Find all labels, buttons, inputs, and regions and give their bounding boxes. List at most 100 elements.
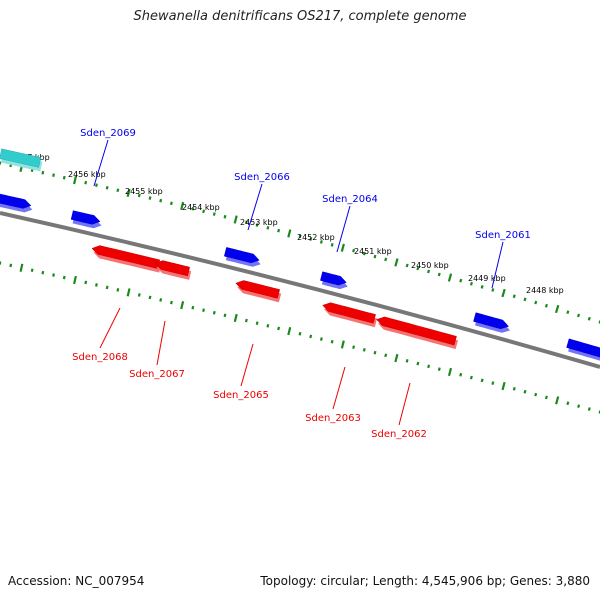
inner-minor-tick: [137, 293, 141, 297]
outer-minor-tick: [534, 300, 538, 305]
outer-minor-tick: [416, 266, 420, 271]
inner-minor-tick: [330, 339, 334, 344]
inner-minor-tick: [523, 389, 527, 394]
gene-feature[interactable]: [566, 338, 600, 362]
outer-minor-tick: [202, 209, 206, 214]
inner-minor-tick: [544, 395, 548, 400]
gene-label: Sden_2065: [213, 390, 269, 401]
inner-minor-tick: [41, 270, 45, 275]
outer-minor-tick: [523, 297, 527, 302]
outer-major-tick: [180, 201, 185, 211]
inner-major-tick: [501, 381, 506, 391]
inner-major-tick: [340, 340, 345, 349]
inner-major-tick: [287, 326, 292, 336]
gene-label-leader-line: [398, 382, 411, 426]
inner-major-tick: [394, 353, 399, 363]
outer-minor-tick: [62, 175, 66, 180]
outer-minor-tick: [319, 240, 323, 244]
inner-major-tick: [126, 288, 131, 297]
outer-minor-tick: [277, 228, 281, 233]
inner-minor-tick: [534, 392, 538, 397]
gene-sden-2066[interactable]: [223, 247, 261, 267]
outer-major-tick: [287, 229, 292, 238]
gene-feature[interactable]: [0, 148, 43, 172]
outer-minor-tick: [95, 183, 98, 187]
outer-minor-tick: [137, 193, 141, 198]
accession-text: Accession: NC_007954: [8, 574, 145, 588]
outer-tick-track: [0, 161, 600, 324]
inner-minor-tick: [373, 350, 377, 355]
inner-minor-tick: [416, 361, 420, 366]
inner-minor-tick: [212, 310, 216, 315]
outer-minor-tick: [255, 223, 259, 227]
inner-major-tick: [73, 275, 77, 285]
outer-minor-tick: [491, 288, 495, 292]
kbp-tick-label: 2455 kbp: [125, 187, 163, 196]
gene-label: Sden_2066: [234, 172, 290, 183]
inner-minor-tick: [116, 288, 120, 292]
outer-minor-tick: [480, 284, 484, 289]
gene-label: Sden_2061: [475, 230, 531, 241]
inner-minor-tick: [384, 353, 388, 358]
outer-minor-tick: [223, 214, 227, 219]
gene-label-leader-line: [99, 307, 121, 349]
outer-minor-tick: [244, 220, 248, 225]
gene-label-leader-line: [156, 320, 166, 366]
inner-minor-tick: [298, 331, 302, 336]
gene-label: Sden_2069: [80, 128, 136, 139]
inner-tick-track: [0, 261, 600, 414]
inner-minor-tick: [191, 305, 195, 310]
inner-minor-tick: [587, 407, 591, 411]
inner-minor-tick: [244, 318, 248, 323]
outer-minor-tick: [459, 278, 463, 283]
gene-label: Sden_2063: [305, 413, 361, 424]
kbp-tick-label: 2456 kbp: [68, 170, 106, 179]
outer-minor-tick: [330, 242, 334, 247]
gene-sden-2065[interactable]: [235, 280, 282, 303]
gene-sden-2064[interactable]: [320, 271, 348, 290]
inner-minor-tick: [148, 295, 152, 300]
inner-minor-tick: [30, 268, 34, 273]
gene-sden-2063[interactable]: [322, 302, 378, 328]
inner-minor-tick: [352, 345, 356, 349]
outer-minor-tick: [577, 313, 581, 318]
inner-major-tick: [180, 300, 185, 310]
gene-sden-2069[interactable]: [70, 210, 102, 229]
inner-minor-tick: [309, 334, 313, 339]
outer-minor-tick: [384, 257, 388, 262]
outer-minor-tick: [298, 234, 302, 239]
outer-major-tick: [554, 304, 560, 314]
inner-minor-tick: [84, 280, 88, 285]
gene-label-leader-line: [491, 241, 504, 289]
inner-minor-tick: [512, 387, 516, 391]
gene-sden-2062[interactable]: [376, 316, 458, 350]
inner-minor-tick: [9, 263, 13, 268]
genome-summary-text: Topology: circular; Length: 4,545,906 bp…: [260, 574, 590, 588]
inner-minor-tick: [95, 283, 98, 287]
outer-minor-tick: [148, 196, 152, 200]
gene-label-leader-line: [247, 183, 263, 231]
gene-feature[interactable]: [0, 192, 33, 213]
gene-sden-2068[interactable]: [91, 245, 162, 273]
outer-minor-tick: [41, 170, 45, 175]
inner-major-tick: [447, 367, 453, 377]
kbp-tick-label: 2450 kbp: [411, 261, 449, 270]
outer-minor-tick: [544, 303, 548, 308]
inner-minor-tick: [266, 324, 270, 328]
inner-minor-tick: [566, 401, 570, 406]
inner-major-tick: [233, 313, 238, 323]
genome-backbone: [0, 211, 600, 369]
outer-major-tick: [126, 188, 131, 198]
gene-sden-2061[interactable]: [473, 312, 511, 333]
outer-minor-tick: [169, 201, 173, 206]
outer-minor-tick: [427, 269, 431, 274]
outer-major-tick: [501, 288, 506, 298]
inner-minor-tick: [459, 372, 463, 377]
outer-minor-tick: [352, 248, 356, 253]
gene-label: Sden_2067: [129, 369, 185, 380]
gene-sden-2067[interactable]: [154, 260, 192, 280]
gene-features: [0, 148, 600, 362]
gene-label-leader-line: [93, 139, 109, 187]
